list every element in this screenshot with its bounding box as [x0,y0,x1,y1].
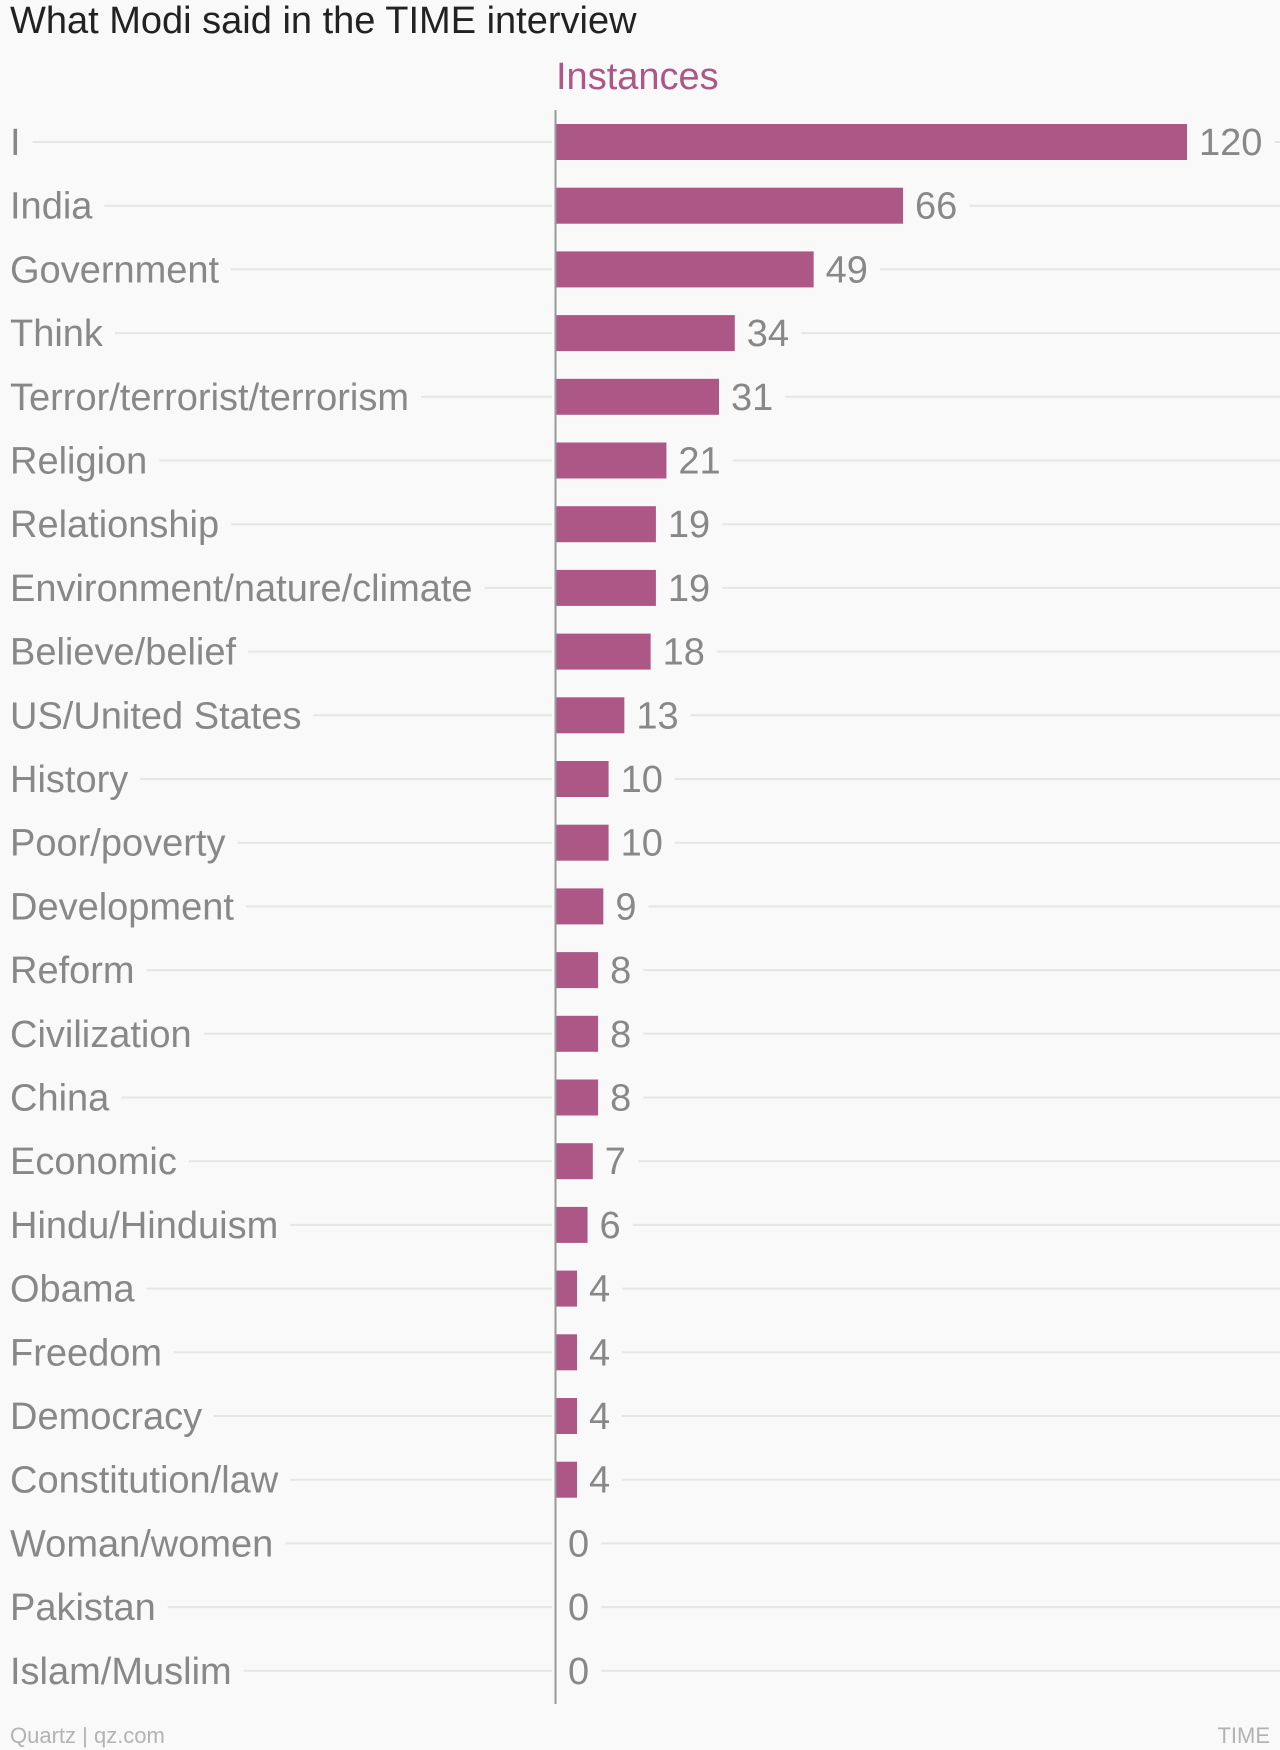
category-label: China [10,1078,110,1120]
category-label: Environment/nature/climate [10,568,473,610]
value-label: 34 [747,313,789,355]
bar [556,1398,578,1434]
category-label: Civilization [10,1014,192,1056]
category-label: Poor/poverty [10,823,225,865]
bar [556,1334,578,1371]
category-label: Constitution/law [10,1460,279,1502]
bar [556,187,904,224]
bar [556,824,609,861]
series-label: Instances [556,56,719,98]
bar [556,1206,588,1243]
value-label: 120 [1199,122,1262,164]
category-label: Woman/women [10,1523,273,1565]
bar [556,697,625,734]
category-label: Terror/terrorist/terrorism [10,377,409,419]
value-label: 0 [568,1523,589,1565]
bar [556,315,735,352]
value-label: 7 [605,1141,626,1183]
value-label: 8 [610,1014,631,1056]
grid-lines [32,141,1280,1672]
value-label: 21 [678,441,720,483]
bar [556,1079,599,1116]
value-label: 10 [621,823,663,865]
category-label: Democracy [10,1396,202,1438]
category-labels: I India Government Think Terror/terrorist/te… [10,122,473,1693]
value-label: 49 [826,249,868,291]
value-label: 6 [600,1205,621,1247]
category-label: Reform [10,950,135,992]
value-label: 66 [915,186,957,228]
value-label: 10 [621,759,663,801]
category-label: I [10,122,21,164]
bar [556,569,656,606]
value-label: 9 [615,886,636,928]
category-label: Believe/belief [10,632,236,674]
bars [556,124,1187,1498]
category-label: Religion [10,441,147,483]
category-label: History [10,759,128,801]
category-label: Islam/Muslim [10,1651,232,1693]
category-label: Pakistan [10,1587,156,1629]
chart-title: What Modi said in the TIME interview [10,0,637,42]
bar [556,1143,593,1180]
value-label: 0 [568,1651,589,1693]
category-label: Hindu/Hinduism [10,1205,278,1247]
value-label: 18 [663,632,705,674]
value-label: 4 [589,1269,610,1311]
bar [556,1270,578,1307]
bar [556,761,609,797]
bar [556,1461,578,1498]
value-label: 13 [636,695,678,737]
category-label: Relationship [10,504,219,546]
bar [556,506,656,543]
category-label: Government [10,249,220,291]
category-label: Development [10,886,234,928]
category-label: Economic [10,1141,177,1183]
value-label: 19 [668,504,710,546]
value-label: 0 [568,1587,589,1629]
bar [556,888,604,925]
source-name: TIME [1217,1723,1270,1748]
category-label: Think [10,313,104,355]
value-label: 4 [589,1396,610,1438]
value-label: 4 [589,1332,610,1374]
source-credit: Quartz | qz.com [10,1723,165,1748]
bar [556,442,667,479]
value-label: 31 [731,377,773,419]
bar [556,251,814,288]
bar [556,952,599,989]
category-label: Freedom [10,1332,162,1374]
bar [556,633,651,670]
category-label: US/United States [10,695,301,737]
value-label: 19 [668,568,710,610]
bar [556,378,720,415]
bar [556,124,1187,160]
value-label: 8 [610,1078,631,1120]
value-label: 4 [589,1460,610,1502]
bar [556,1015,599,1052]
category-label: India [10,186,93,228]
value-label: 8 [610,950,631,992]
category-label: Obama [10,1269,135,1311]
